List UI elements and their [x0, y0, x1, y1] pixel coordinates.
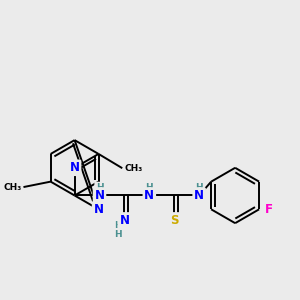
Text: H: H: [195, 183, 203, 192]
Text: H: H: [146, 183, 153, 192]
Text: F: F: [265, 203, 273, 216]
Text: H: H: [114, 230, 121, 239]
Text: N: N: [94, 203, 103, 216]
Text: CH₃: CH₃: [3, 183, 22, 192]
Text: CH₃: CH₃: [124, 164, 142, 173]
Text: N: N: [144, 189, 154, 202]
Text: H: H: [114, 221, 121, 230]
Text: N: N: [194, 189, 204, 202]
Text: N: N: [70, 161, 80, 174]
Text: N: N: [94, 189, 104, 202]
Text: N: N: [119, 214, 129, 227]
Text: S: S: [170, 214, 178, 227]
Text: H: H: [96, 183, 103, 192]
